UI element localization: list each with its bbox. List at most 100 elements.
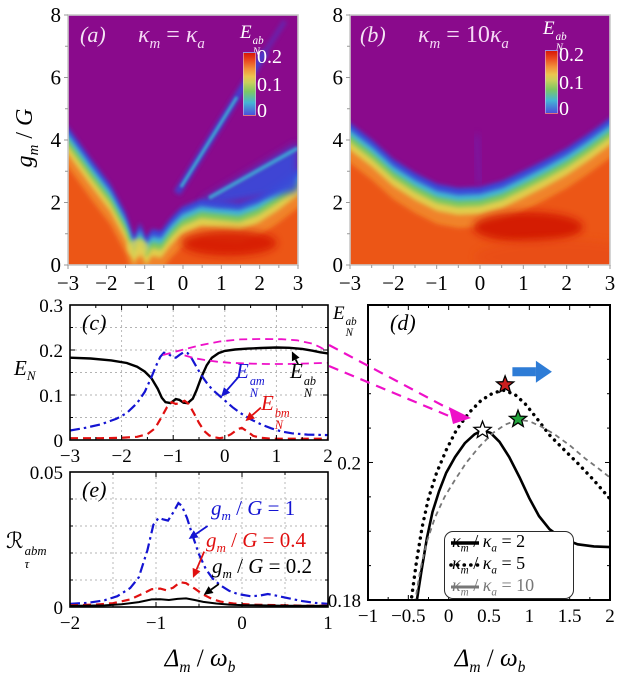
star-marker [472,419,493,439]
series-g-m-g-1 [70,501,328,605]
x-tick-label: 2 [605,606,615,627]
y-tick-label: 0.2 [337,453,361,474]
legend-label: κm / κa = 10 [452,575,535,599]
x-tick-label: 2 [323,446,333,467]
y-tick-label: 8 [51,3,62,27]
x-tick-label: 3 [293,271,304,295]
y-tick-label: 0.3 [39,296,63,317]
x-tick-label: −1 [146,613,166,634]
series-g-m-g-0-2 [70,597,328,607]
y-tick-label: 0.2 [39,341,63,362]
annotation-arrow-icon [245,406,262,422]
x-tick-label: 1 [323,613,333,634]
x-tick-label: 1 [272,446,282,467]
curve-label-g04: gm / G = 0.4 [206,528,307,556]
left-column-x-axis-label: Δm / ωb [164,645,236,677]
x-tick-label: −3 [60,446,80,467]
x-tick-label: −3 [57,271,79,295]
series-kappa-m-kappa-a-5 [409,388,610,600]
legend: κm / κa = 2κm / κa = 5κm / κa = 10 [444,531,574,599]
x-tick-label: −2 [95,271,117,295]
x-tick-label: −1 [163,446,183,467]
colorbar-a [243,52,256,116]
colorbar-a-tick-02: 0.2 [257,46,282,68]
x-tick-label: 0 [475,271,486,295]
x-tick-label: 1 [525,606,535,627]
panel-b-condition: κm = 10κa [418,22,509,52]
x-tick-label: 0 [444,606,454,627]
heatmaps-y-axis-label: gm / G [12,108,42,168]
series-e-n-bm [70,399,328,440]
x-tick-label: −0.5 [391,606,425,627]
y-tick-label: 4 [333,128,344,152]
y-tick-label: 2 [333,191,344,215]
x-tick-label: 1.5 [558,606,582,627]
series-group [70,501,328,607]
legend-row: κm / κa = 5 [449,553,573,577]
x-tick-label: 2 [561,271,572,295]
colorbar-a-tick-01: 0.1 [257,74,282,96]
series-e-n-am [70,351,328,437]
y-tick-label: 2 [51,191,62,215]
x-tick-label: 0 [220,446,230,467]
colorbar-b-tick-02: 0.2 [559,44,584,66]
annotation-arrow-icon [221,375,240,397]
series-magnifier-guide-upper [162,338,328,356]
x-tick-label: 3 [605,271,616,295]
series-magnifier-guide-lower [184,354,328,365]
star-marker [494,373,516,394]
y-tick-label: 0 [54,431,64,452]
panel-a-condition: κm = κa [138,22,205,52]
legend-line-sample [451,585,479,589]
y-tick-label: 6 [51,66,62,90]
x-tick-label: −2 [111,446,131,467]
line-panel-e: −2 −1 0 1 0 0.05 [30,463,333,634]
y-tick-label: 0 [333,253,344,277]
panel-d-tag: (d) [390,310,416,335]
colorbar-b [545,50,558,114]
axis-ticks [367,305,611,601]
panel-e-tag: (e) [82,477,107,502]
panel-a-tag: (a) [80,22,106,47]
star-marker [507,408,529,428]
panel-b-tag: (b) [360,22,386,47]
heatmap-panel-a: −3 −2 −1 0 1 2 3 0 2 4 6 8 [51,3,304,295]
series-kappa-m-kappa-a-10 [414,418,610,600]
series-group [70,338,328,440]
legend-label: κm / κa = 5 [452,553,526,577]
legend-row: κm / κa = 2 [450,531,573,555]
gridlines [70,472,328,607]
colorbar-b-tick-0: 0 [559,98,569,120]
x-tick-label: 1 [216,271,227,295]
legend-line-sample [451,541,479,545]
y-tick-label: 0.1 [39,386,63,407]
annotation-arrow-icon [188,525,209,539]
y-tick-label: 0 [54,598,64,619]
annotation-arrow-icon [192,551,205,578]
curve-label-g02: gm / G = 0.2 [212,554,313,582]
y-tick-label: 0 [51,253,62,277]
x-tick-label: −2 [60,613,80,634]
series-e-n-ab [70,346,328,405]
x-tick-label: −1 [425,271,447,295]
heatmap-a-density [68,19,298,265]
axis-ticks [69,304,329,441]
curve-label-g1: gm / G = 1 [211,496,296,524]
x-tick-label: 0.5 [477,606,501,627]
line-panel-c: −3 −2 −1 0 1 2 0 0.1 0.2 0.3 [39,296,333,467]
y-tick-label: 0.05 [30,463,63,484]
axis-ticks [69,471,329,608]
panel-d-x-axis-label: Δm / ωb [454,645,526,677]
y-tick-label: 0.18 [328,591,361,612]
x-tick-label: 1 [518,271,529,295]
heatmap-b-density [350,114,610,265]
annotation-arrow-icon [291,351,300,365]
panel-c-y-axis-label: EN [14,356,36,384]
